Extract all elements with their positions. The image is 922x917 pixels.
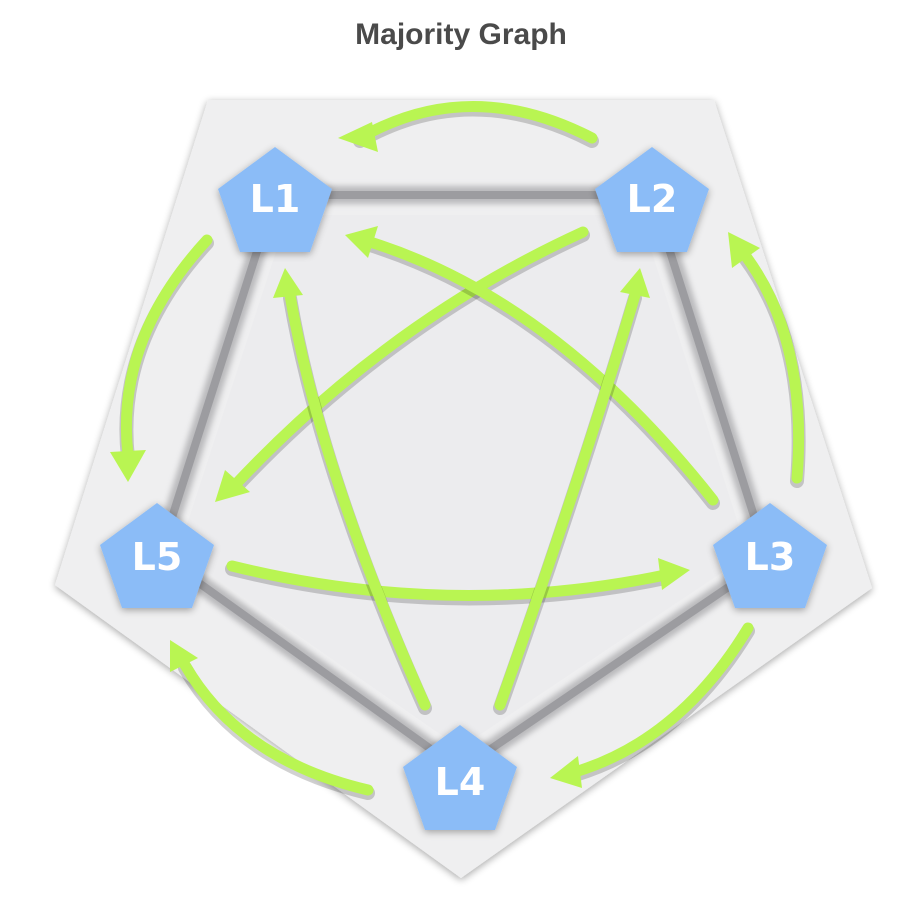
nodes-layer: L1 L2 L3 L4 L5 [100, 147, 827, 830]
arrow-l3-to-l4 [550, 622, 755, 788]
arrow-l1-to-l5 [110, 234, 214, 482]
arrowhead [620, 268, 650, 298]
arrowhead [338, 122, 378, 152]
node-L1: L1 [218, 147, 332, 252]
node-L5: L5 [100, 503, 214, 608]
node-label-L5: L5 [132, 535, 183, 579]
node-L4: L4 [403, 725, 517, 830]
arrows-layer [110, 101, 806, 800]
arrowhead [110, 450, 146, 482]
arrowhead [728, 232, 760, 268]
arrowhead [658, 558, 690, 590]
arrowhead [550, 756, 582, 788]
arrow-l5-to-l3 [225, 558, 690, 606]
node-label-L1: L1 [250, 177, 301, 221]
arrow-l3-to-l2 [728, 232, 806, 488]
arrowhead [170, 640, 198, 672]
node-label-L3: L3 [745, 535, 796, 579]
arrow-l3-to-l1 [345, 226, 720, 510]
arrow-l4-to-l2 [493, 268, 650, 715]
node-L2: L2 [595, 147, 709, 252]
inner-edges [151, 186, 777, 779]
arrowhead [215, 470, 250, 502]
node-label-L4: L4 [435, 760, 486, 804]
node-L3: L3 [713, 503, 827, 608]
node-label-L2: L2 [627, 177, 678, 221]
arrow-l4-to-l1 [273, 268, 432, 715]
arrow-l2-to-l1 [338, 101, 599, 152]
arrow-l4-to-l5 [170, 640, 375, 800]
arrow-l2-to-l5 [215, 226, 590, 502]
diagram-title: Majority Graph [355, 18, 567, 51]
arrowhead [345, 226, 378, 258]
arrowhead [273, 268, 303, 298]
